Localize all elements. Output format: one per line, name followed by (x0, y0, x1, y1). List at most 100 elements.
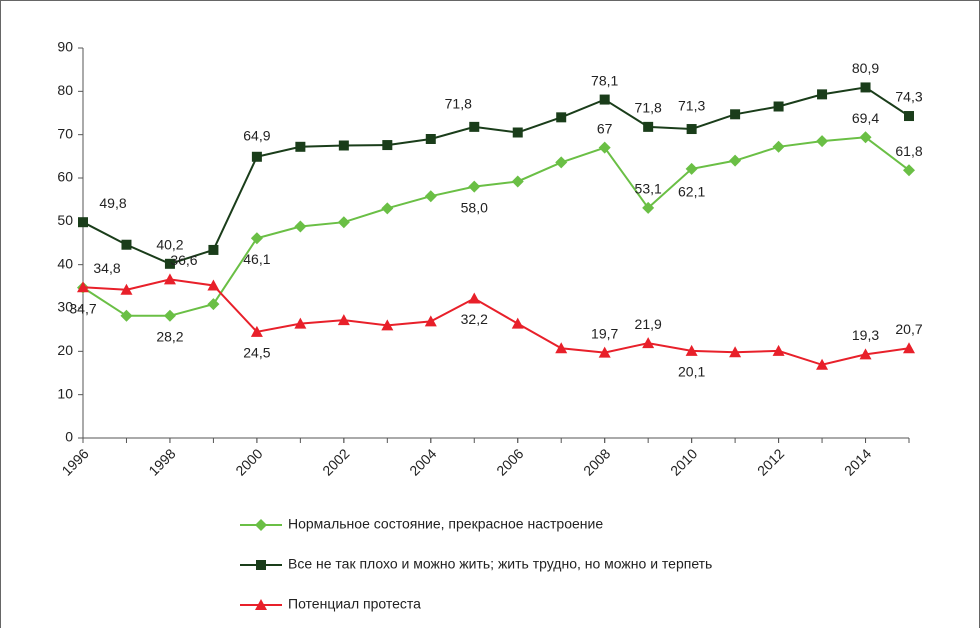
point (469, 121, 480, 132)
y-tick-label: 50 (57, 212, 73, 228)
series-line (82, 136, 910, 317)
y-tick-label: 30 (57, 299, 73, 315)
data-label: 78,1 (591, 72, 618, 88)
legend-marker (255, 599, 267, 610)
data-label: 67 (597, 120, 613, 136)
point (599, 94, 610, 105)
y-tick-label: 20 (57, 342, 73, 358)
data-label: 40,2 (156, 237, 183, 253)
data-label: 61,8 (895, 143, 922, 159)
point (164, 258, 175, 269)
data-label: 21,9 (635, 316, 662, 332)
point (817, 89, 828, 100)
point (424, 315, 437, 327)
data-label: 80,9 (852, 60, 879, 76)
legend-marker (256, 560, 266, 570)
point (337, 314, 350, 326)
x-tick-label: 2012 (754, 445, 787, 478)
data-label: 20,1 (678, 364, 705, 380)
point (78, 217, 88, 228)
point (598, 141, 611, 154)
point (685, 162, 698, 175)
x-tick-label: 1996 (58, 445, 91, 478)
data-label: 24,5 (243, 345, 270, 361)
x-tick-label: 2014 (841, 445, 874, 478)
point (903, 342, 915, 354)
data-label: 19,3 (852, 327, 879, 343)
point (555, 342, 568, 354)
data-label: 20,7 (895, 321, 922, 337)
x-tick-label: 2006 (493, 445, 526, 478)
point (424, 190, 437, 203)
point (685, 344, 698, 356)
data-label: 32,2 (461, 311, 488, 327)
legend-label: Потенциал протеста (288, 596, 421, 612)
point (772, 140, 785, 153)
data-label: 71,8 (445, 96, 472, 112)
point (773, 101, 784, 112)
point (598, 346, 611, 358)
data-label: 69,4 (852, 110, 879, 126)
point (338, 140, 349, 151)
y-tick-label: 10 (57, 385, 73, 401)
point (729, 346, 742, 358)
data-label: 74,3 (895, 89, 922, 105)
point (468, 180, 481, 193)
point (643, 121, 654, 132)
point (904, 111, 914, 122)
point (381, 319, 394, 331)
point (730, 109, 741, 120)
point (250, 325, 263, 337)
series-line (82, 86, 910, 265)
point (816, 358, 829, 370)
point (512, 127, 523, 138)
data-label: 34,7 (69, 300, 96, 316)
x-tick-label: 2010 (667, 445, 700, 478)
y-tick-label: 60 (57, 169, 73, 185)
y-tick-label: 80 (57, 82, 73, 98)
point (686, 124, 697, 135)
data-label: 64,9 (243, 127, 270, 143)
point (163, 273, 176, 285)
y-tick-label: 0 (65, 429, 73, 445)
point (860, 82, 871, 93)
point (425, 134, 436, 144)
point (859, 348, 872, 360)
point (163, 309, 176, 322)
point (511, 317, 524, 329)
point (295, 141, 306, 152)
point (251, 151, 262, 162)
point (556, 112, 567, 123)
x-tick-label: 2008 (580, 445, 613, 478)
point (121, 239, 132, 250)
point (511, 175, 524, 188)
point (294, 220, 307, 233)
data-label: 49,8 (99, 195, 126, 211)
point (294, 317, 307, 329)
point (382, 140, 393, 151)
point (642, 337, 655, 349)
point (77, 281, 89, 293)
y-tick-label: 70 (57, 125, 73, 141)
data-label: 53,1 (635, 181, 662, 197)
data-label: 36,6 (170, 252, 197, 268)
series-line (82, 278, 910, 366)
point (859, 131, 872, 144)
point (381, 202, 394, 215)
data-label: 46,1 (243, 251, 270, 267)
point (468, 292, 481, 304)
point (207, 298, 220, 311)
x-tick-label: 2004 (406, 445, 439, 478)
point (120, 309, 133, 322)
point (729, 154, 742, 167)
data-label: 62,1 (678, 184, 705, 200)
legend-marker (255, 519, 267, 531)
point (555, 156, 568, 169)
data-label: 34,8 (93, 260, 120, 276)
point (903, 164, 915, 177)
y-tick-label: 90 (57, 39, 73, 55)
point (208, 244, 219, 255)
x-tick-label: 2002 (319, 445, 352, 478)
